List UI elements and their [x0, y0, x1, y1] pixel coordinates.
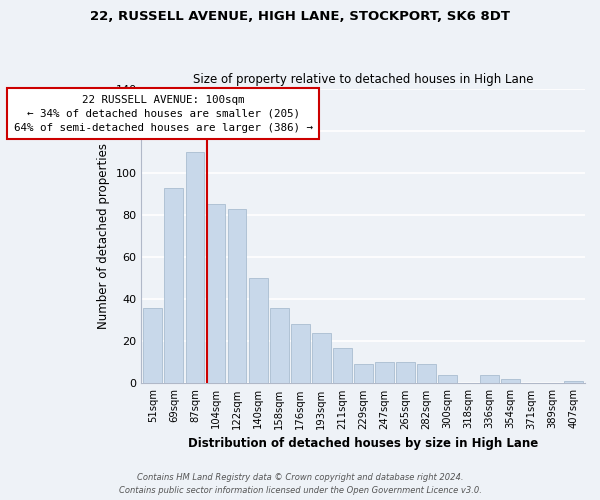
Bar [290, 324, 310, 384]
Bar [269, 308, 289, 384]
Bar [143, 308, 163, 384]
Bar [375, 362, 394, 384]
Text: 22, RUSSELL AVENUE, HIGH LANE, STOCKPORT, SK6 8DT: 22, RUSSELL AVENUE, HIGH LANE, STOCKPORT… [90, 10, 510, 23]
Text: Contains HM Land Registry data © Crown copyright and database right 2024.
Contai: Contains HM Land Registry data © Crown c… [119, 474, 481, 495]
Bar [332, 348, 352, 384]
Title: Size of property relative to detached houses in High Lane: Size of property relative to detached ho… [193, 73, 533, 86]
X-axis label: Distribution of detached houses by size in High Lane: Distribution of detached houses by size … [188, 437, 538, 450]
Bar [480, 375, 499, 384]
Bar [311, 333, 331, 384]
Bar [501, 379, 520, 384]
Bar [248, 278, 268, 384]
Text: 22 RUSSELL AVENUE: 100sqm
← 34% of detached houses are smaller (205)
64% of semi: 22 RUSSELL AVENUE: 100sqm ← 34% of detac… [14, 95, 313, 133]
Bar [396, 362, 415, 384]
Bar [164, 188, 184, 384]
Bar [227, 208, 247, 384]
Bar [185, 152, 205, 384]
Bar [206, 204, 226, 384]
Bar [438, 375, 457, 384]
Y-axis label: Number of detached properties: Number of detached properties [97, 143, 110, 329]
Bar [417, 364, 436, 384]
Bar [564, 382, 583, 384]
Bar [354, 364, 373, 384]
